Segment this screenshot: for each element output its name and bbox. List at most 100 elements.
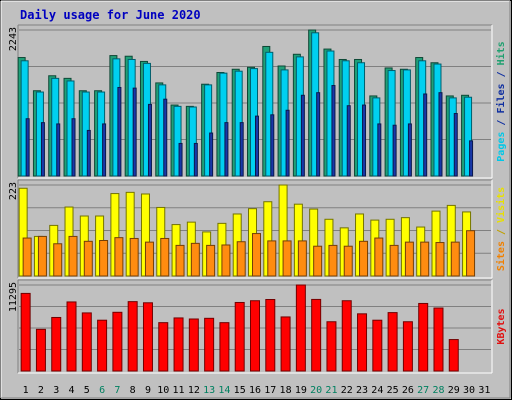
bar-kbytes-day-4 <box>66 301 77 372</box>
bar-sites-day-8 <box>129 237 139 277</box>
bar-pages-day-15 <box>239 122 244 177</box>
y-max-label: 11295 <box>8 282 19 312</box>
x-label-day-4: 4 <box>69 385 75 396</box>
bar-pages-day-29 <box>453 113 458 177</box>
bar-sites-day-23 <box>359 240 369 277</box>
bar-kbytes-day-5 <box>81 312 92 372</box>
bar-kbytes-day-22 <box>341 300 352 372</box>
bar-pages-day-4 <box>71 118 76 177</box>
bar-sites-day-5 <box>83 240 93 277</box>
series-legend: Pages / Files / Hits <box>495 41 507 161</box>
bar-kbytes-day-13 <box>204 317 215 372</box>
bar-sites-day-17 <box>267 240 277 277</box>
x-label-day-14: 14 <box>218 385 230 396</box>
bar-sites-day-6 <box>99 239 109 277</box>
bar-sites-day-25 <box>389 244 399 277</box>
x-axis-labels: 1 2 3 4 5 6 7 8 9 10 11 12 13 14 15 16 17 18 19 20 21 22 23 24 2… <box>23 385 491 396</box>
chart-title: Daily usage for June 2020 <box>20 8 201 22</box>
bar-sites-day-2 <box>37 235 47 277</box>
bar-sites-day-21 <box>328 244 338 277</box>
bar-pages-day-14 <box>224 122 229 177</box>
x-label-day-31: 31 <box>478 385 490 396</box>
x-label-day-8: 8 <box>130 385 136 396</box>
bar-pages-day-25 <box>392 124 397 177</box>
bar-pages-day-8 <box>132 87 137 177</box>
bar-kbytes-day-17 <box>265 299 276 372</box>
panel-kbytes: 11295 KBytes <box>8 279 507 374</box>
bar-sites-day-18 <box>282 240 292 277</box>
bar-sites-day-14 <box>221 244 231 277</box>
bar-pages-day-7 <box>117 86 122 177</box>
bar-kbytes-day-21 <box>326 321 337 372</box>
legend-part: Files <box>495 83 507 113</box>
bar-sites-day-11 <box>175 244 185 277</box>
bar-pages-day-3 <box>56 123 61 177</box>
panel-sites-visits: 223 Sites / Visits <box>8 179 507 279</box>
bar-kbytes-day-10 <box>158 322 169 372</box>
x-label-day-26: 26 <box>402 385 414 396</box>
bar-pages-day-22 <box>346 105 351 177</box>
legend-part: / <box>496 114 507 132</box>
bar-sites-day-3 <box>53 243 63 277</box>
bar-sites-day-4 <box>68 235 78 277</box>
x-label-day-15: 15 <box>234 385 246 396</box>
bar-files-day-30 <box>464 96 473 177</box>
bar-kbytes-day-1 <box>20 292 31 372</box>
x-label-day-9: 9 <box>145 385 151 396</box>
bar-pages-day-18 <box>285 109 290 177</box>
x-label-day-16: 16 <box>249 385 261 396</box>
x-label-day-24: 24 <box>371 385 383 396</box>
bar-files-day-11 <box>173 105 182 177</box>
bar-pages-day-21 <box>331 85 336 177</box>
legend-part: Pages <box>496 132 507 162</box>
x-label-day-22: 22 <box>341 385 353 396</box>
bar-pages-day-19 <box>300 94 305 177</box>
bar-kbytes-day-14 <box>219 322 230 372</box>
x-label-day-18: 18 <box>280 385 292 396</box>
x-label-day-1: 1 <box>23 385 29 396</box>
bar-sites-day-20 <box>313 245 323 277</box>
y-max-label: 2243 <box>8 27 19 51</box>
bar-sites-day-24 <box>374 237 384 277</box>
bar-files-day-26 <box>402 69 411 177</box>
bar-files-day-12 <box>188 106 197 177</box>
bar-pages-day-11 <box>178 142 183 177</box>
bar-sites-day-15 <box>236 241 246 277</box>
x-label-day-20: 20 <box>310 385 322 396</box>
x-label-day-19: 19 <box>295 385 307 396</box>
panel-pages-files-hits: 2243 Pages / Files / Hits <box>8 24 507 179</box>
bar-kbytes-day-11 <box>173 317 184 372</box>
bar-kbytes-day-8 <box>127 301 138 372</box>
y-max-label: 223 <box>8 182 19 200</box>
x-label-day-6: 6 <box>99 385 105 396</box>
bar-pages-day-5 <box>86 129 91 177</box>
legend-part: / <box>496 223 507 241</box>
bar-kbytes-day-15 <box>234 301 245 372</box>
bar-pages-day-28 <box>438 92 443 177</box>
bar-pages-day-26 <box>407 123 412 177</box>
chart-panels: 2243 Pages / Files / Hits 223 Sites / Visit… <box>8 24 507 374</box>
x-label-day-30: 30 <box>463 385 475 396</box>
legend-part: KBytes <box>496 308 507 344</box>
bar-files-day-13 <box>204 84 213 177</box>
bar-kbytes-day-18 <box>280 316 291 372</box>
x-label-day-28: 28 <box>432 385 444 396</box>
bar-kbytes-day-12 <box>188 318 199 372</box>
bar-sites-day-27 <box>420 241 430 277</box>
x-label-day-21: 21 <box>325 385 337 396</box>
bar-pages-day-30 <box>469 140 474 177</box>
bar-pages-day-23 <box>362 104 367 177</box>
legend-part: Visits <box>495 187 507 223</box>
legend-part: Sites <box>495 241 507 271</box>
bar-files-day-17 <box>265 51 274 177</box>
x-label-day-25: 25 <box>387 385 399 396</box>
legend-part: / <box>496 65 507 83</box>
bar-pages-day-27 <box>423 93 428 177</box>
bar-sites-day-28 <box>435 242 445 277</box>
bar-sites-day-19 <box>297 240 307 277</box>
bar-kbytes-day-24 <box>372 319 383 372</box>
bar-sites-day-1 <box>22 237 32 277</box>
bar-kbytes-day-23 <box>357 313 368 372</box>
x-label-day-3: 3 <box>53 385 59 396</box>
x-label-day-27: 27 <box>417 385 429 396</box>
